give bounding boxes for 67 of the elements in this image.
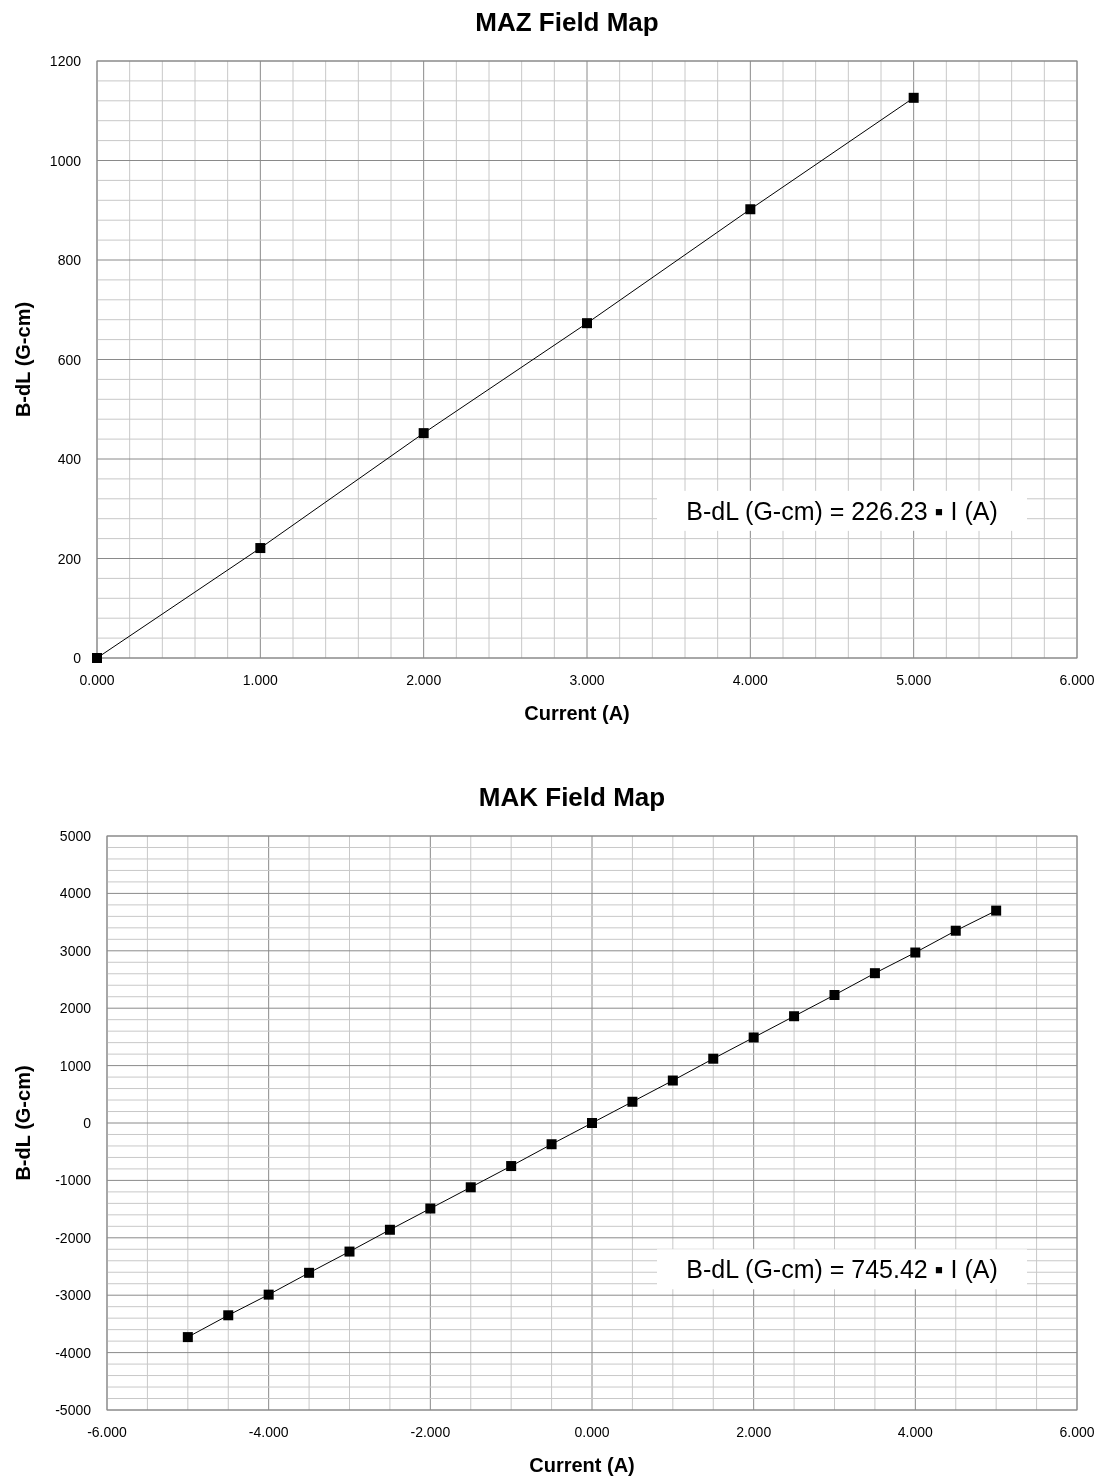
y-axis-title: B-dL (G-cm) xyxy=(12,301,34,418)
point xyxy=(304,1267,315,1278)
x-tick-label: 4.000 xyxy=(732,672,769,688)
y-tick-label: 4000 xyxy=(59,885,92,902)
point xyxy=(829,990,840,1000)
y-tick-label: 400 xyxy=(57,451,82,467)
point xyxy=(425,1203,436,1214)
point xyxy=(748,1032,759,1043)
y-tick-label: 0 xyxy=(83,1115,92,1131)
point xyxy=(182,1332,193,1343)
x-tick-label: 6.000 xyxy=(1059,672,1095,688)
point xyxy=(627,1096,638,1107)
x-tick-label: -2.000 xyxy=(410,1424,451,1440)
point xyxy=(92,653,102,663)
y-tick-label: 800 xyxy=(57,252,82,268)
point xyxy=(223,1310,234,1321)
y-tick-label: 5000 xyxy=(59,828,92,844)
y-tick-label: 1200 xyxy=(49,53,82,69)
point xyxy=(708,1053,719,1064)
x-axis-title: Current (A) xyxy=(529,1454,635,1476)
point xyxy=(745,204,756,215)
y-tick-label: 0 xyxy=(73,650,82,666)
x-tick-label: 1.000 xyxy=(242,672,279,688)
y-tick-label: 1000 xyxy=(49,152,82,169)
x-tick-label: 3.000 xyxy=(569,672,605,688)
x-tick-label: -4.000 xyxy=(248,1424,289,1440)
x-tick-label: 2.000 xyxy=(736,1424,772,1440)
chart-title: MAZ Field Map xyxy=(475,7,659,37)
x-tick-label: 0.000 xyxy=(574,1424,610,1440)
annotation: B-dL (G-cm) = 226.23 ▪ I (A) xyxy=(686,496,998,525)
y-tick-label: 200 xyxy=(57,550,82,567)
point xyxy=(255,543,266,554)
x-tick-label: 2.000 xyxy=(406,672,442,688)
y-tick-label: -1000 xyxy=(55,1172,92,1189)
point xyxy=(582,318,592,329)
y-tick-label: 3000 xyxy=(59,942,92,959)
point xyxy=(384,1224,395,1235)
y-tick-label: -5000 xyxy=(55,1402,92,1418)
x-axis-title: Current (A) xyxy=(524,702,630,724)
point xyxy=(344,1246,355,1257)
y-tick-label: -2000 xyxy=(55,1229,92,1246)
x-tick-label: -6.000 xyxy=(87,1424,128,1440)
point xyxy=(506,1161,517,1172)
y-axis-title: B-dL (G-cm) xyxy=(12,1065,34,1181)
point xyxy=(950,925,961,936)
point xyxy=(546,1139,557,1150)
point xyxy=(991,905,1002,916)
point xyxy=(587,1118,597,1128)
point xyxy=(667,1075,678,1086)
point xyxy=(910,947,921,958)
point xyxy=(263,1289,274,1300)
y-tick-label: 600 xyxy=(57,351,82,368)
point xyxy=(869,968,880,979)
x-tick-label: 4.000 xyxy=(897,1424,934,1440)
chart-title: MAK Field Map xyxy=(478,782,666,812)
y-tick-label: -3000 xyxy=(55,1287,92,1304)
point xyxy=(908,92,919,103)
x-tick-label: 5.000 xyxy=(896,672,932,688)
point xyxy=(418,428,429,439)
y-tick-label: 2000 xyxy=(59,1000,92,1017)
x-tick-label: 6.000 xyxy=(1059,1424,1095,1440)
annotation: B-dL (G-cm) = 745.42 ▪ I (A) xyxy=(686,1255,998,1284)
point xyxy=(465,1182,476,1193)
x-tick-label: 0.000 xyxy=(79,672,115,688)
y-tick-label: 1000 xyxy=(59,1057,92,1074)
point xyxy=(789,1011,800,1022)
y-tick-label: -4000 xyxy=(55,1344,92,1361)
